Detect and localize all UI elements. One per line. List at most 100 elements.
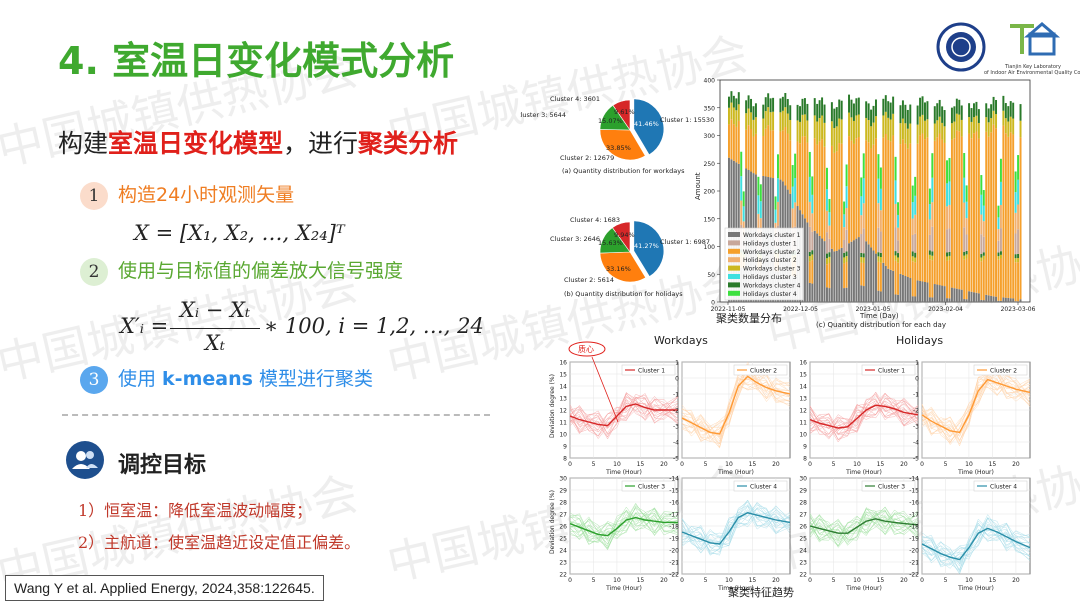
y-tick-label: 9: [803, 444, 807, 451]
pie-workdays: [599, 98, 665, 161]
bar-segment: [948, 251, 951, 256]
subtitle-prefix: 构建: [58, 129, 109, 158]
bar-segment: [911, 218, 914, 236]
step-3-number: 3: [80, 365, 108, 394]
bar-segment: [928, 234, 931, 251]
bar-segment: [1009, 298, 1012, 302]
bar-segment: [1017, 262, 1020, 302]
bar-segment: [963, 299, 966, 302]
bar-segment: [750, 112, 753, 129]
sample-line: [809, 392, 919, 440]
pie-b-label-2: Cluster 2: 5614: [564, 276, 614, 284]
bar-segment: [838, 118, 841, 144]
bar-segment: [838, 249, 841, 302]
panel-legend-label: Cluster 3: [878, 484, 905, 491]
bar-y-tick-label: 50: [707, 272, 715, 279]
bar-segment: [931, 260, 934, 298]
bar-segment: [811, 231, 814, 251]
bar-segment: [742, 191, 745, 207]
bar-segment: [960, 289, 963, 302]
stacked-bar-chart: [728, 91, 1022, 302]
bar-segment: [879, 188, 882, 211]
bar-segment: [732, 95, 735, 108]
bar-segment: [1014, 262, 1017, 302]
bar-segment: [963, 252, 966, 256]
y-tick-label: -16: [669, 500, 679, 507]
bar-segment: [754, 133, 757, 175]
sample-line: [809, 511, 919, 540]
bar-segment: [828, 212, 831, 226]
y-tick-label: -5: [913, 456, 919, 463]
bar-segment: [973, 292, 975, 302]
bar-segment: [1014, 233, 1017, 255]
bar-segment: [875, 253, 877, 302]
y-tick-label: 10: [799, 432, 807, 439]
bar-segment: [813, 138, 816, 231]
y-tick-label: 14: [799, 384, 807, 391]
bar-segment: [948, 260, 951, 299]
bar-segment: [911, 235, 914, 252]
panel-xlabel: Time (Hour): [845, 469, 882, 476]
y-tick-label: 1: [675, 360, 679, 367]
x-tick-label: 5: [704, 577, 708, 584]
pie-b-slice-2: [599, 251, 647, 283]
y-tick-label: -2: [673, 408, 679, 415]
bar-segment: [875, 116, 877, 139]
bar-segment: [931, 177, 934, 203]
bar-segment: [764, 111, 767, 129]
bar-segment: [894, 255, 897, 261]
bar-segment: [1004, 118, 1007, 134]
bar-segment: [757, 195, 760, 214]
bar-segment: [843, 239, 846, 253]
bar-segment: [975, 101, 978, 116]
bar-segment: [826, 167, 828, 190]
bar-segment: [941, 122, 944, 140]
bar-segment: [1014, 212, 1017, 234]
bar-segment: [899, 273, 902, 302]
bar-segment: [999, 251, 1002, 255]
bar-segment: [865, 241, 868, 302]
bar-y-tick-label: 0: [711, 300, 715, 307]
bar-segment: [860, 257, 863, 263]
sample-line: [809, 508, 919, 541]
lab-logo-icon: [1010, 22, 1061, 56]
bar-segment: [789, 105, 792, 120]
bar-segment: [747, 125, 750, 171]
bar-segment: [928, 254, 931, 260]
bar-segment: [862, 153, 865, 179]
bar-segment: [928, 297, 931, 302]
sample-line: [921, 373, 1031, 437]
bar-segment: [928, 219, 931, 235]
centroid-line: [809, 404, 919, 429]
bar-segment: [977, 293, 980, 302]
bar-segment: [946, 252, 949, 257]
bar-segment: [850, 117, 853, 141]
bar-segment: [772, 130, 775, 179]
sample-line: [921, 525, 1031, 558]
bar-segment: [826, 253, 828, 259]
bar-segment: [845, 164, 848, 187]
bar-segment: [946, 160, 949, 184]
sample-line: [809, 511, 919, 537]
sample-line: [569, 399, 679, 435]
bar-segment: [897, 240, 900, 254]
bar-segment: [791, 186, 794, 209]
bar-segment: [963, 177, 966, 203]
bar-segment: [850, 140, 853, 242]
centroid-line: [569, 403, 678, 427]
centroid-label: 质心: [578, 344, 594, 354]
bar-segment: [764, 128, 767, 177]
bar-segment: [897, 262, 900, 295]
pie-b-label-3: Cluster 3: 2646: [550, 235, 600, 243]
sample-line: [921, 371, 1031, 441]
bar-y-ticks: 0 50 100 150 200 250 300 350 400: [704, 78, 720, 307]
bar-segment: [808, 226, 811, 252]
bar-segment: [995, 128, 998, 297]
panel-legend-label: Cluster 4: [750, 484, 777, 491]
panel-xlabel: Time (Hour): [957, 585, 994, 592]
y-tick-label: 14: [559, 384, 567, 391]
bar-segment: [1002, 297, 1005, 302]
bar-segment: [950, 107, 953, 124]
y-tick-label: 8: [563, 456, 567, 463]
bar-segment: [865, 140, 868, 242]
